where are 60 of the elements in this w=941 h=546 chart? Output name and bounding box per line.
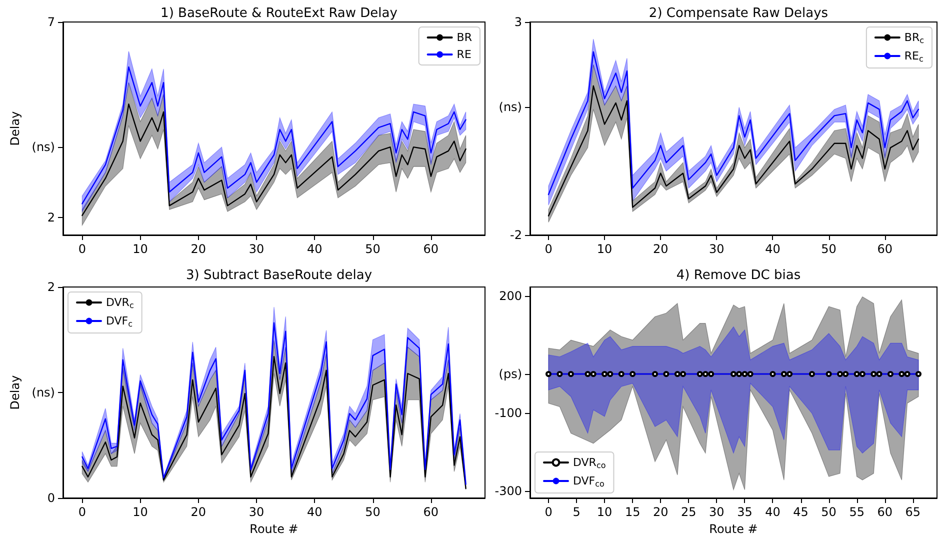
- x-tick-label: 45: [793, 505, 808, 519]
- x-tick-label: 40: [307, 505, 322, 519]
- x-tick-label: 65: [905, 505, 921, 519]
- line-series: [548, 85, 920, 216]
- y-tick-label: 2: [47, 280, 55, 294]
- x-tick-label: 30: [709, 242, 724, 256]
- x-tick-label: 0: [544, 505, 552, 519]
- y-tick-label: 7: [47, 15, 55, 29]
- x-tick-label: 5: [572, 505, 580, 519]
- x-tick-label: 60: [423, 242, 439, 256]
- x-tick-label: 25: [681, 505, 696, 519]
- x-tick-label: 50: [365, 242, 380, 256]
- x-tick-label: 30: [709, 505, 724, 519]
- line-series: [82, 103, 466, 216]
- y-tick-label: -2: [510, 228, 522, 242]
- x-tick-label: 60: [423, 505, 439, 519]
- x-tick-label: 10: [132, 505, 148, 519]
- chart-title: 1) BaseRoute & RouteExt Raw Delay: [160, 6, 398, 21]
- y-tick-label: (ns): [32, 386, 55, 400]
- x-tick-label: 30: [248, 242, 264, 256]
- y-tick-label: 200: [499, 288, 522, 303]
- x-tick-label: 40: [307, 242, 322, 256]
- y-tick-label: 2: [47, 210, 55, 224]
- x-axis-title: Route #: [709, 522, 758, 536]
- y-tick-label: -100: [494, 406, 522, 420]
- x-tick-label: 10: [132, 242, 148, 256]
- x-tick-label: 0: [78, 242, 86, 256]
- chart-title: 4) Remove DC bias: [676, 268, 801, 283]
- x-tick-label: 0: [78, 505, 86, 519]
- x-tick-label: 10: [596, 242, 612, 256]
- x-tick-label: 35: [737, 505, 752, 519]
- x-tick-label: 60: [877, 505, 893, 519]
- x-tick-label: 40: [765, 242, 780, 256]
- y-tick-label: 3: [514, 15, 522, 29]
- x-tick-label: 40: [765, 505, 780, 519]
- chart-title: 2) Compensate Raw Delays: [648, 6, 828, 21]
- chart-title: 3) Subtract BaseRoute delay: [186, 268, 372, 283]
- x-tick-label: 0: [544, 242, 552, 256]
- y-tick-label: -300: [494, 484, 522, 498]
- x-tick-label: 20: [652, 505, 668, 519]
- x-tick-label: 50: [821, 242, 836, 256]
- x-tick-label: 20: [190, 242, 206, 256]
- x-tick-label: 20: [190, 505, 206, 519]
- y-tick-label: (ns): [32, 140, 55, 154]
- x-axis-title: Route #: [250, 522, 298, 536]
- x-tick-label: 55: [849, 505, 864, 519]
- y-tick-label: 0: [47, 491, 55, 505]
- x-tick-label: 50: [365, 505, 380, 519]
- legend-label: BR: [456, 31, 472, 44]
- x-tick-label: 10: [596, 505, 612, 519]
- y-axis-title: Delay: [8, 111, 22, 146]
- x-tick-label: 15: [624, 505, 640, 519]
- y-tick-label: (ps): [498, 366, 522, 381]
- x-tick-label: 30: [248, 505, 264, 519]
- x-tick-label: 60: [877, 242, 893, 256]
- x-tick-label: 50: [821, 505, 836, 519]
- y-axis-title: Delay: [8, 375, 22, 410]
- x-tick-label: 20: [652, 242, 668, 256]
- y-tick-label: (ns): [498, 100, 522, 114]
- legend-label: RE: [456, 48, 472, 61]
